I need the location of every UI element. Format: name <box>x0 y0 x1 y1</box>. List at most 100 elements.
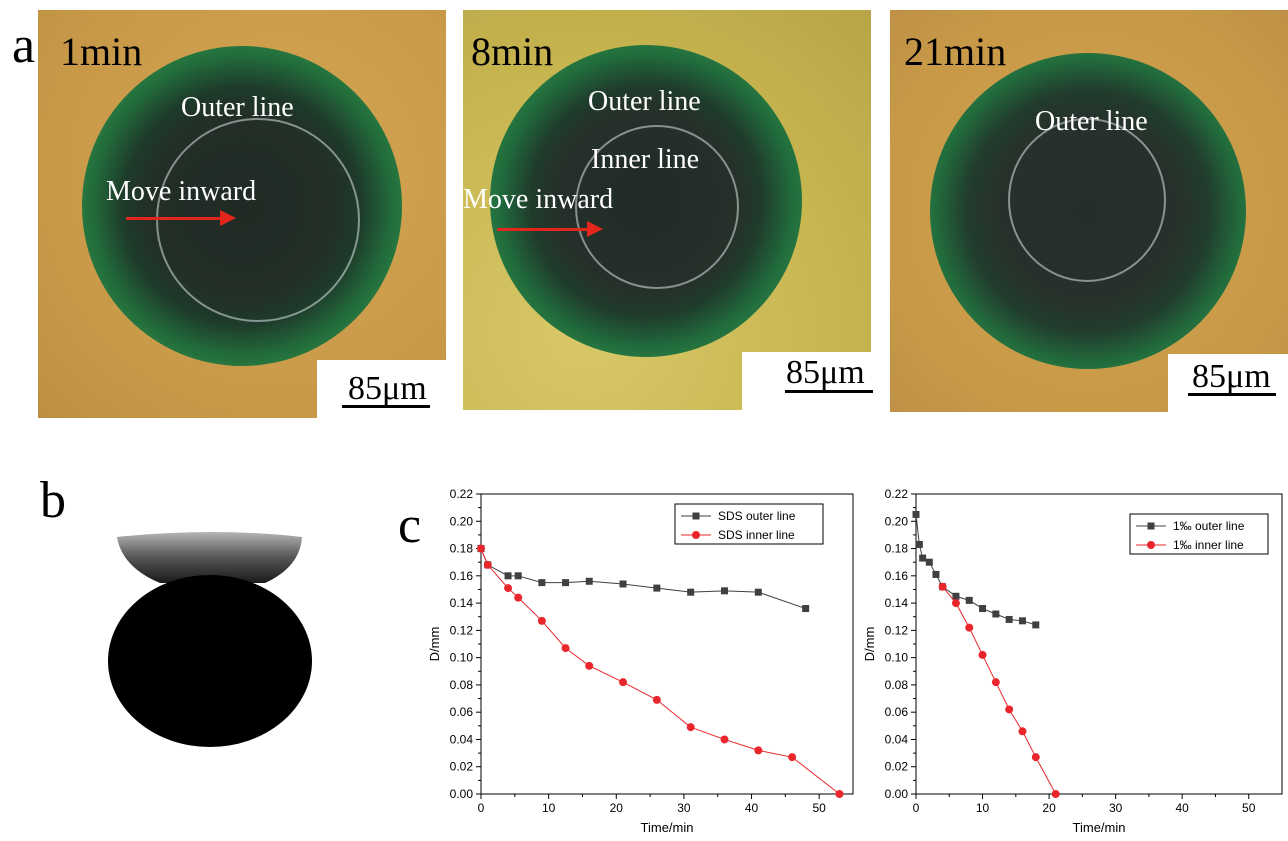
y-tick-label: 0.18 <box>450 542 474 556</box>
x-tick-label: 40 <box>745 801 759 815</box>
scale-label: 85μm <box>348 370 427 407</box>
legend-marker <box>692 512 700 520</box>
panel-letter-b: b <box>40 472 66 529</box>
legend-label: SDS outer line <box>718 509 796 523</box>
time-label: 1min <box>60 29 143 74</box>
data-point <box>912 510 920 518</box>
data-point <box>687 588 695 596</box>
data-point <box>919 554 927 562</box>
data-point <box>686 723 695 732</box>
data-point <box>483 560 492 569</box>
x-tick-label: 20 <box>610 801 624 815</box>
x-axis-label: Time/min <box>1073 820 1126 835</box>
y-tick-label: 0.10 <box>885 651 909 665</box>
data-point <box>951 599 960 608</box>
data-point <box>1018 617 1026 625</box>
data-point <box>514 572 522 580</box>
data-point <box>1051 790 1060 798</box>
y-tick-label: 0.04 <box>885 732 909 746</box>
y-tick-label: 0.06 <box>885 705 909 719</box>
legend-marker <box>1147 522 1155 530</box>
scale-box <box>317 360 457 420</box>
y-tick-label: 0.08 <box>885 678 909 692</box>
droplet-body <box>108 575 312 747</box>
red-arrow <box>126 210 236 226</box>
data-point <box>991 678 1000 687</box>
y-tick-label: 0.16 <box>885 569 909 583</box>
x-tick-label: 50 <box>1242 801 1256 815</box>
outer-line-label: Outer line <box>588 86 701 117</box>
data-point <box>538 579 546 587</box>
outer-line-label: Outer line <box>1035 106 1148 137</box>
data-point <box>619 580 627 588</box>
data-point <box>754 588 762 596</box>
y-axis-label: D/mm <box>427 627 442 662</box>
scale-box <box>1168 354 1288 414</box>
series-line <box>915 514 1036 626</box>
data-point <box>925 558 933 566</box>
data-point <box>754 746 763 755</box>
data-point <box>585 661 594 670</box>
time-label: 21min <box>904 29 1007 74</box>
y-tick-label: 0.08 <box>450 678 474 692</box>
x-tick-label: 50 <box>813 801 827 815</box>
y-tick-label: 0.14 <box>885 596 909 610</box>
data-point <box>619 678 628 687</box>
x-tick-label: 10 <box>976 801 990 815</box>
x-tick-label: 40 <box>1176 801 1190 815</box>
data-point <box>932 570 940 578</box>
move-inward-label: Move inward <box>106 176 257 207</box>
micrograph-1min: 1min Outer line Move inward <box>38 10 446 418</box>
panel-letter-a: a <box>12 17 36 74</box>
y-tick-label: 0.12 <box>885 623 909 637</box>
y-tick-label: 0.04 <box>450 732 474 746</box>
data-point <box>514 593 523 602</box>
y-axis-label: D/mm <box>862 627 877 662</box>
data-point <box>477 544 485 553</box>
data-point <box>585 577 593 585</box>
move-inward-label: Move inward <box>463 184 614 215</box>
chart-permil: 0.00 0.02 0.04 0.06 0.08 0.10 0.12 0.14 0.16 0.18… <box>862 487 1283 835</box>
data-point <box>652 695 661 704</box>
y-tick-label: 0.20 <box>885 514 909 528</box>
x-tick-label: 30 <box>1109 801 1123 815</box>
y-tick-label: 0.10 <box>450 651 474 665</box>
y-tick-label: 0.02 <box>885 760 909 774</box>
data-point <box>835 790 844 798</box>
legend-label: 1‰ outer line <box>1173 519 1245 533</box>
y-tick-label: 0.20 <box>450 514 474 528</box>
data-point <box>788 753 797 762</box>
data-point <box>952 592 960 600</box>
data-point <box>720 735 729 744</box>
scale-label: 85μm <box>786 354 865 391</box>
legend-label: 1‰ inner line <box>1173 538 1244 552</box>
y-tick-label: 0.00 <box>450 787 474 801</box>
time-label: 8min <box>471 29 554 74</box>
y-tick-label: 0.16 <box>450 569 474 583</box>
scale-bar <box>785 390 873 393</box>
scale-label: 85μm <box>1192 358 1271 395</box>
data-point <box>915 540 923 548</box>
legend-marker <box>1147 541 1155 549</box>
data-point <box>720 587 728 595</box>
y-tick-label: 0.00 <box>885 787 909 801</box>
legend-marker <box>692 531 700 539</box>
x-tick-label: 0 <box>913 801 920 815</box>
y-tick-label: 0.12 <box>450 623 474 637</box>
series-line <box>942 586 1057 795</box>
scale-box <box>742 352 882 412</box>
data-point <box>965 596 973 604</box>
series-line <box>480 548 806 610</box>
data-point <box>504 584 513 593</box>
data-point <box>1018 727 1027 736</box>
data-point <box>802 605 810 613</box>
data-point <box>979 605 987 613</box>
chart-sds: 0.00 0.02 0.04 0.06 0.08 0.10 0.12 0.14 0.16 0.18… <box>427 487 854 835</box>
x-tick-label: 0 <box>478 801 485 815</box>
data-point <box>965 623 974 632</box>
data-point <box>938 582 947 591</box>
data-point <box>1005 615 1013 623</box>
micrograph-8min: 8min Outer line Inner line Move inward <box>463 10 871 410</box>
data-point <box>1005 705 1014 714</box>
y-tick-label: 0.06 <box>450 705 474 719</box>
